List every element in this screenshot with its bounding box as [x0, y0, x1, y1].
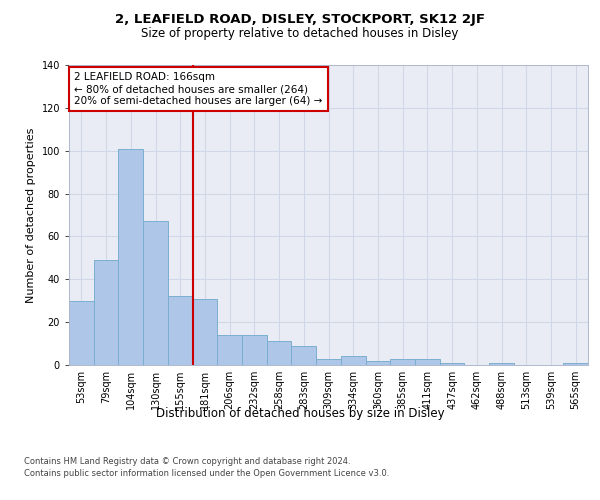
Bar	[440, 363, 464, 365]
Bar	[217, 335, 242, 365]
Bar	[489, 363, 514, 365]
Text: 2 LEAFIELD ROAD: 166sqm
← 80% of detached houses are smaller (264)
20% of semi-d: 2 LEAFIELD ROAD: 166sqm ← 80% of detache…	[74, 72, 323, 106]
Bar	[94, 260, 118, 365]
Bar	[341, 356, 365, 365]
Bar	[242, 335, 267, 365]
Bar	[193, 298, 217, 365]
Bar	[563, 363, 588, 365]
Text: Distribution of detached houses by size in Disley: Distribution of detached houses by size …	[155, 408, 445, 420]
Bar	[390, 358, 415, 365]
Text: 2, LEAFIELD ROAD, DISLEY, STOCKPORT, SK12 2JF: 2, LEAFIELD ROAD, DISLEY, STOCKPORT, SK1…	[115, 12, 485, 26]
Bar	[365, 360, 390, 365]
Text: Size of property relative to detached houses in Disley: Size of property relative to detached ho…	[142, 28, 458, 40]
Bar	[292, 346, 316, 365]
Bar	[143, 222, 168, 365]
Bar	[267, 342, 292, 365]
Text: Contains HM Land Registry data © Crown copyright and database right 2024.
Contai: Contains HM Land Registry data © Crown c…	[24, 458, 389, 478]
Y-axis label: Number of detached properties: Number of detached properties	[26, 128, 36, 302]
Bar	[118, 148, 143, 365]
Bar	[316, 358, 341, 365]
Bar	[69, 300, 94, 365]
Bar	[168, 296, 193, 365]
Bar	[415, 358, 440, 365]
